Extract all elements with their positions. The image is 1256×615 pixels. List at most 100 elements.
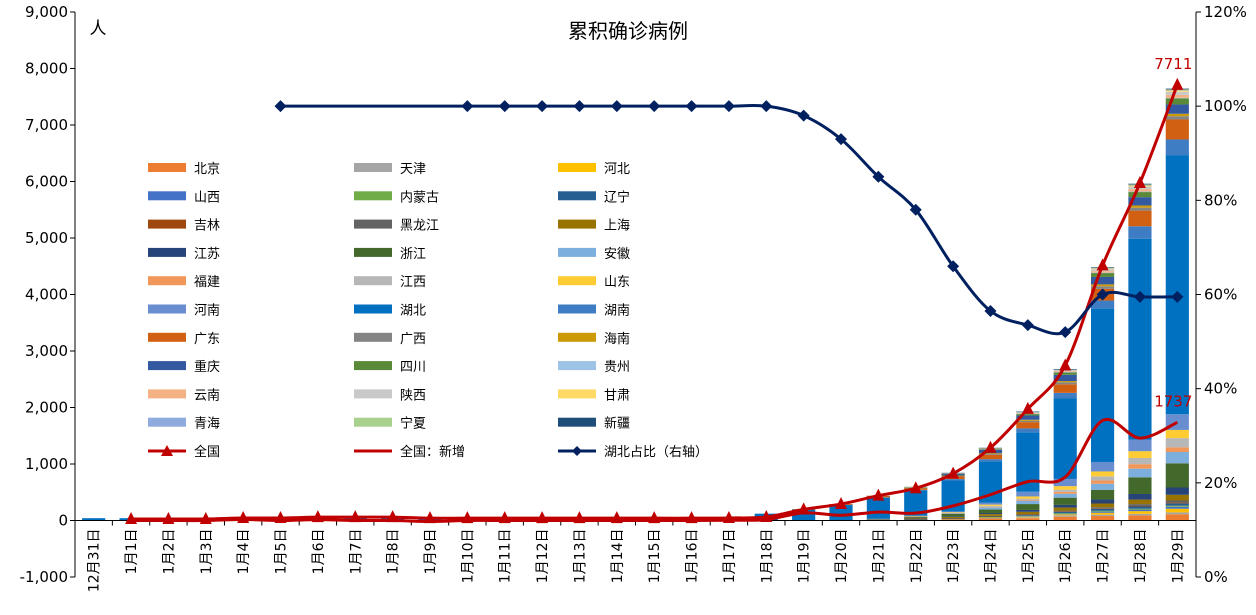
bar-segment [1090,511,1115,513]
bar-segment [1016,516,1040,517]
diamond-marker [984,304,997,317]
bar-segment [978,516,1003,518]
diamond-marker [536,100,549,113]
legend-label: 天津 [400,162,426,177]
legend-swatch [558,219,596,229]
legend-swatch [354,417,392,427]
legend-swatch [558,332,596,342]
y-tick-label: 8,000 [25,60,68,78]
legend-label: 甘肃 [604,388,630,403]
bar-segment [1053,513,1077,515]
y-tick-label: 2,000 [25,399,68,417]
legend-label: 河南 [194,303,220,319]
bar-segment [1128,508,1152,510]
bar-segment [1165,494,1189,501]
bar-segment [1053,516,1077,521]
bar-segment [1128,189,1152,192]
diamond-marker [909,203,922,216]
legend-label: 全国：新增 [400,444,465,460]
legend-swatch [558,361,596,371]
legend-item: 广西 [354,332,426,347]
bar-segment [1016,500,1040,505]
bar-segment [1128,192,1152,198]
legend-item: 河北 [558,162,630,177]
bar-segment [1053,511,1077,512]
bar-segment [1128,499,1152,505]
legend-marker [572,446,582,456]
y-tick-label: 5,000 [25,229,68,247]
triangle-marker [947,466,960,479]
bar-segment [1016,413,1040,416]
x-tick-label: 1月6日 [311,529,327,575]
bar-segment [1165,104,1189,114]
legend-item: 辽宁 [558,189,630,205]
bar-segment [978,515,1003,517]
x-tick-label: 1月14日 [610,529,626,584]
bar-segment [1090,476,1115,481]
legend-label: 安徽 [604,247,630,262]
bar-segment [978,517,1003,519]
diamond-marker [461,100,474,113]
bar-segment [904,517,928,519]
y-tick-label: 1,000 [25,455,68,473]
legend-item: 陕西 [354,388,426,403]
data-label: 1737 [1154,392,1192,410]
legend-label: 新疆 [604,416,630,432]
bar-segment [1016,515,1040,517]
bar-segment [792,509,816,521]
bar-segment [941,479,965,481]
bar-segment [1165,429,1189,439]
bar-segment [904,519,928,520]
legend-label: 江苏 [194,246,220,262]
x-tick-label: 1月13日 [572,529,588,584]
legend-item: 内蒙古 [354,189,439,205]
legend-label: 河北 [604,162,630,177]
bar-segment [1165,139,1189,156]
bar-segment [1090,512,1115,515]
bar-segment [904,518,928,520]
bar-segment [1090,461,1115,472]
bar-segment [1128,504,1152,506]
bar-segment [1090,483,1115,490]
legend-item: 江西 [354,275,426,290]
bar-segment [1016,514,1040,515]
bar-segment [978,517,1003,518]
legend-item: 广东 [148,332,220,347]
triangle-marker [1133,175,1146,188]
triangle-marker [1171,77,1184,90]
diamond-marker [1171,290,1184,303]
diamond-marker [872,170,885,183]
legend-swatch [354,191,392,201]
legend-item: 宁夏 [354,416,426,432]
bar-segment [941,516,965,519]
legend-swatch [148,389,186,399]
bar-segment [978,453,1003,455]
legend-item: 山西 [148,190,220,205]
x-tick-label: 1月12日 [535,529,551,584]
legend-swatch [558,163,596,172]
bar-segment [1165,155,1189,415]
bar-segment [978,509,1003,514]
x-tick-label: 1月29日 [1170,529,1186,584]
y-tick-label: 7,000 [25,116,68,134]
legend-swatch [148,332,186,342]
legend-item: 四川 [354,360,426,375]
bar-segment [978,454,1003,460]
legend-item: 贵州 [558,360,630,375]
bar-segment [1053,510,1077,512]
bar-segment [1165,116,1189,120]
x-tick-label: 1月28日 [1133,529,1149,584]
legend-label: 山西 [194,190,220,205]
bar-segment [1053,392,1077,399]
legend-label: 宁夏 [400,416,426,432]
bar-segment [978,452,1003,454]
bar-segment [1128,238,1152,440]
bar-segment [941,516,965,517]
y2-tick-label: 40% [1204,380,1237,398]
bar-segment [941,511,965,512]
x-tick-label: 1月25日 [1021,529,1037,584]
y2-tick-label: 20% [1204,474,1237,492]
bar-segment [1016,516,1040,518]
axes: -1,000 0 1,000 2,000 3,000 4,000 5,000 6,000 7,0… [20,3,1247,592]
diamond-marker [835,133,848,146]
